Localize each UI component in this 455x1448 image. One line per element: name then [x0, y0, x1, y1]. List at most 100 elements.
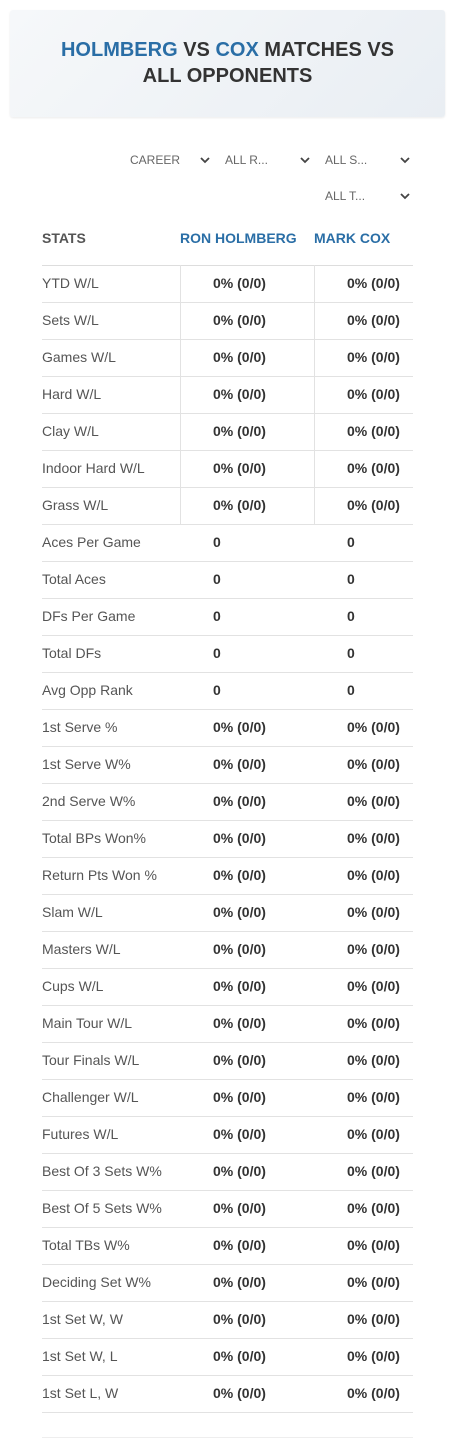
cell-divider	[314, 265, 315, 302]
stat-row: Total BPs Won% 0% (0/0) 0% (0/0)	[42, 820, 413, 858]
stat-value: 0% (0/0)	[347, 460, 400, 476]
stat-row: Tour Finals W/L 0% (0/0) 0% (0/0)	[42, 1042, 413, 1080]
stat-value: 0	[347, 608, 355, 624]
stat-row: Clay W/L 0% (0/0) 0% (0/0)	[42, 413, 413, 451]
stat-value: 0% (0/0)	[213, 312, 266, 328]
stat-value: 0	[213, 534, 221, 550]
table-header: STATS RON HOLMBERG MARK COX	[42, 218, 413, 266]
stat-value: 0% (0/0)	[213, 867, 266, 883]
stat-value: 0% (0/0)	[347, 497, 400, 513]
stat-value: 0% (0/0)	[213, 719, 266, 735]
player1-name: HOLMBERG	[60, 39, 178, 61]
stat-value: 0% (0/0)	[213, 1052, 266, 1068]
title: HOLMBERG VS COX MATCHES VS ALL OPPONENTS	[10, 10, 445, 89]
stat-row: Total TBs W% 0% (0/0) 0% (0/0)	[42, 1227, 413, 1265]
stat-value: 0% (0/0)	[347, 1089, 400, 1105]
stat-value: 0% (0/0)	[213, 460, 266, 476]
stat-value: 0% (0/0)	[347, 830, 400, 846]
cell-divider	[180, 302, 181, 339]
stat-value: 0% (0/0)	[347, 1385, 400, 1401]
stat-value: 0% (0/0)	[347, 904, 400, 920]
stat-value: 0% (0/0)	[213, 830, 266, 846]
stat-row: Masters W/L 0% (0/0) 0% (0/0)	[42, 931, 413, 969]
column-header: RON HOLMBERG	[180, 230, 297, 246]
cell-divider	[314, 339, 315, 376]
stat-label: Masters W/L	[42, 941, 121, 957]
stat-row: Futures W/L 0% (0/0) 0% (0/0)	[42, 1116, 413, 1154]
stat-value: 0% (0/0)	[213, 275, 266, 291]
stat-value: 0% (0/0)	[213, 1274, 266, 1290]
stat-label: Challenger W/L	[42, 1089, 139, 1105]
filter-select[interactable]: ALL S...	[325, 150, 410, 170]
stat-label: Best Of 5 Sets W%	[42, 1200, 162, 1216]
stat-value: 0	[213, 645, 221, 661]
stat-row: Total Aces 0 0	[42, 561, 413, 599]
stat-row: YTD W/L 0% (0/0) 0% (0/0)	[42, 265, 413, 303]
cell-divider	[180, 265, 181, 302]
stat-label: 1st Set W, W	[42, 1311, 123, 1327]
stat-row: Cups W/L 0% (0/0) 0% (0/0)	[42, 968, 413, 1006]
stat-label: 1st Set L, W	[42, 1385, 119, 1401]
stat-row: Total DFs 0 0	[42, 635, 413, 673]
stat-row: Aces Per Game 0 0	[42, 524, 413, 562]
stat-value: 0% (0/0)	[347, 386, 400, 402]
filter-select[interactable]: ALL R...	[225, 150, 310, 170]
stat-row: 1st Set W, L 0% (0/0) 0% (0/0)	[42, 1338, 413, 1376]
player2-name: COX	[215, 39, 259, 61]
stat-label: Tour Finals W/L	[42, 1052, 140, 1068]
stat-label: Slam W/L	[42, 904, 103, 920]
stat-value: 0% (0/0)	[347, 1311, 400, 1327]
stat-value: 0% (0/0)	[213, 756, 266, 772]
stat-label: Best Of 3 Sets W%	[42, 1163, 162, 1179]
stat-row: Slam W/L 0% (0/0) 0% (0/0)	[42, 894, 413, 932]
stat-label: Total TBs W%	[42, 1237, 130, 1253]
stat-label: 1st Serve W%	[42, 756, 131, 772]
stat-value: 0% (0/0)	[213, 904, 266, 920]
stat-value: 0% (0/0)	[213, 349, 266, 365]
cell-divider	[180, 376, 181, 413]
stat-value: 0	[347, 571, 355, 587]
stat-value: 0% (0/0)	[347, 349, 400, 365]
cell-divider	[314, 302, 315, 339]
stat-row: 1st Serve W% 0% (0/0) 0% (0/0)	[42, 746, 413, 784]
stat-value: 0	[347, 645, 355, 661]
stat-value: 0% (0/0)	[213, 1126, 266, 1142]
stat-value: 0% (0/0)	[213, 386, 266, 402]
stat-value: 0% (0/0)	[347, 275, 400, 291]
filter-label: ALL S...	[325, 153, 368, 167]
filter-select[interactable]: CAREER	[130, 150, 210, 170]
stat-value: 0	[213, 682, 221, 698]
stat-value: 0	[347, 682, 355, 698]
filter-select[interactable]: ALL T...	[325, 186, 410, 206]
stat-value: 0% (0/0)	[347, 978, 400, 994]
stat-value: 0% (0/0)	[213, 1237, 266, 1253]
stat-value: 0% (0/0)	[213, 1015, 266, 1031]
stat-label: Total Aces	[42, 571, 106, 587]
stat-label: YTD W/L	[42, 275, 99, 291]
cell-divider	[314, 487, 315, 524]
stat-value: 0% (0/0)	[347, 1163, 400, 1179]
stat-label: Main Tour W/L	[42, 1015, 132, 1031]
stat-label: Futures W/L	[42, 1126, 119, 1142]
stat-value: 0	[347, 534, 355, 550]
stat-row: 1st Set W, W 0% (0/0) 0% (0/0)	[42, 1301, 413, 1339]
stat-label: Games W/L	[42, 349, 116, 365]
stat-value: 0% (0/0)	[213, 1311, 266, 1327]
stat-value: 0	[213, 571, 221, 587]
stat-value: 0% (0/0)	[347, 941, 400, 957]
stat-row: 2nd Serve W% 0% (0/0) 0% (0/0)	[42, 783, 413, 821]
stat-row: Deciding Set W% 0% (0/0) 0% (0/0)	[42, 1264, 413, 1302]
stat-row: Games W/L 0% (0/0) 0% (0/0)	[42, 339, 413, 377]
stat-label: Deciding Set W%	[42, 1274, 151, 1290]
stat-value: 0% (0/0)	[213, 793, 266, 809]
stat-value: 0% (0/0)	[213, 978, 266, 994]
stat-row: Sets W/L 0% (0/0) 0% (0/0)	[42, 302, 413, 340]
stat-label: Cups W/L	[42, 978, 104, 994]
stat-value: 0% (0/0)	[213, 497, 266, 513]
stat-label: Aces Per Game	[42, 534, 141, 550]
filter-label: ALL T...	[325, 189, 366, 203]
stat-label: Indoor Hard W/L	[42, 460, 145, 476]
stat-row: Main Tour W/L 0% (0/0) 0% (0/0)	[42, 1005, 413, 1043]
stat-value: 0% (0/0)	[347, 756, 400, 772]
